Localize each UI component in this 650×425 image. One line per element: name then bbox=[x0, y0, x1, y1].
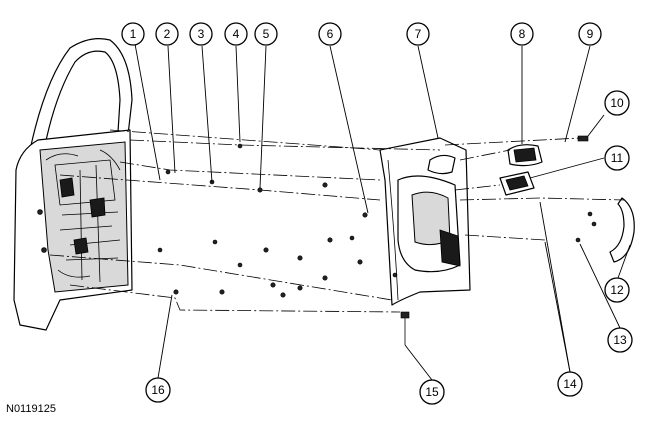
callout-2: 2 bbox=[155, 22, 179, 46]
callout-1: 1 bbox=[121, 22, 145, 46]
callout-12: 12 bbox=[604, 277, 630, 303]
callout-4: 4 bbox=[224, 22, 248, 46]
door-handle-bezel bbox=[507, 144, 543, 167]
callout-11: 11 bbox=[604, 145, 630, 171]
callout-5-label: 5 bbox=[263, 27, 270, 41]
callout-6-label: 6 bbox=[327, 27, 334, 41]
callout-3-label: 3 bbox=[198, 27, 205, 41]
window-switch-bezel bbox=[499, 171, 535, 196]
callout-7: 7 bbox=[406, 22, 430, 46]
callout-10-label: 10 bbox=[610, 96, 624, 110]
bolt-15 bbox=[400, 311, 410, 345]
pull-handle-cover bbox=[609, 197, 635, 263]
callout-7-label: 7 bbox=[415, 27, 422, 41]
callout-8: 8 bbox=[510, 22, 534, 46]
callout-9: 9 bbox=[578, 22, 602, 46]
callout-14: 14 bbox=[557, 371, 583, 397]
callout-3: 3 bbox=[189, 22, 213, 46]
callout-15: 15 bbox=[419, 379, 445, 405]
callout-13-label: 13 bbox=[613, 333, 627, 347]
door-shell bbox=[13, 38, 133, 331]
callout-16-label: 16 bbox=[151, 383, 165, 397]
callout-4-label: 4 bbox=[233, 27, 240, 41]
callout-14-label: 14 bbox=[563, 377, 577, 391]
figure-id: N0119125 bbox=[6, 403, 56, 415]
callout-1-label: 1 bbox=[130, 27, 137, 41]
callout-11-label: 11 bbox=[611, 151, 624, 165]
fasteners bbox=[157, 143, 597, 298]
callout-6: 6 bbox=[318, 22, 342, 46]
callout-13: 13 bbox=[607, 327, 633, 353]
callout-2-label: 2 bbox=[164, 27, 171, 41]
callout-10: 10 bbox=[604, 90, 630, 116]
leader-lines bbox=[134, 43, 631, 381]
callout-15-label: 15 bbox=[425, 385, 439, 399]
pin-10 bbox=[577, 135, 589, 142]
door-trim-panel bbox=[379, 137, 471, 306]
callout-9-label: 9 bbox=[587, 27, 594, 41]
callout-8-label: 8 bbox=[519, 27, 526, 41]
callout-5: 5 bbox=[254, 22, 278, 46]
callout-16: 16 bbox=[145, 377, 171, 403]
callout-12-label: 12 bbox=[610, 283, 624, 297]
